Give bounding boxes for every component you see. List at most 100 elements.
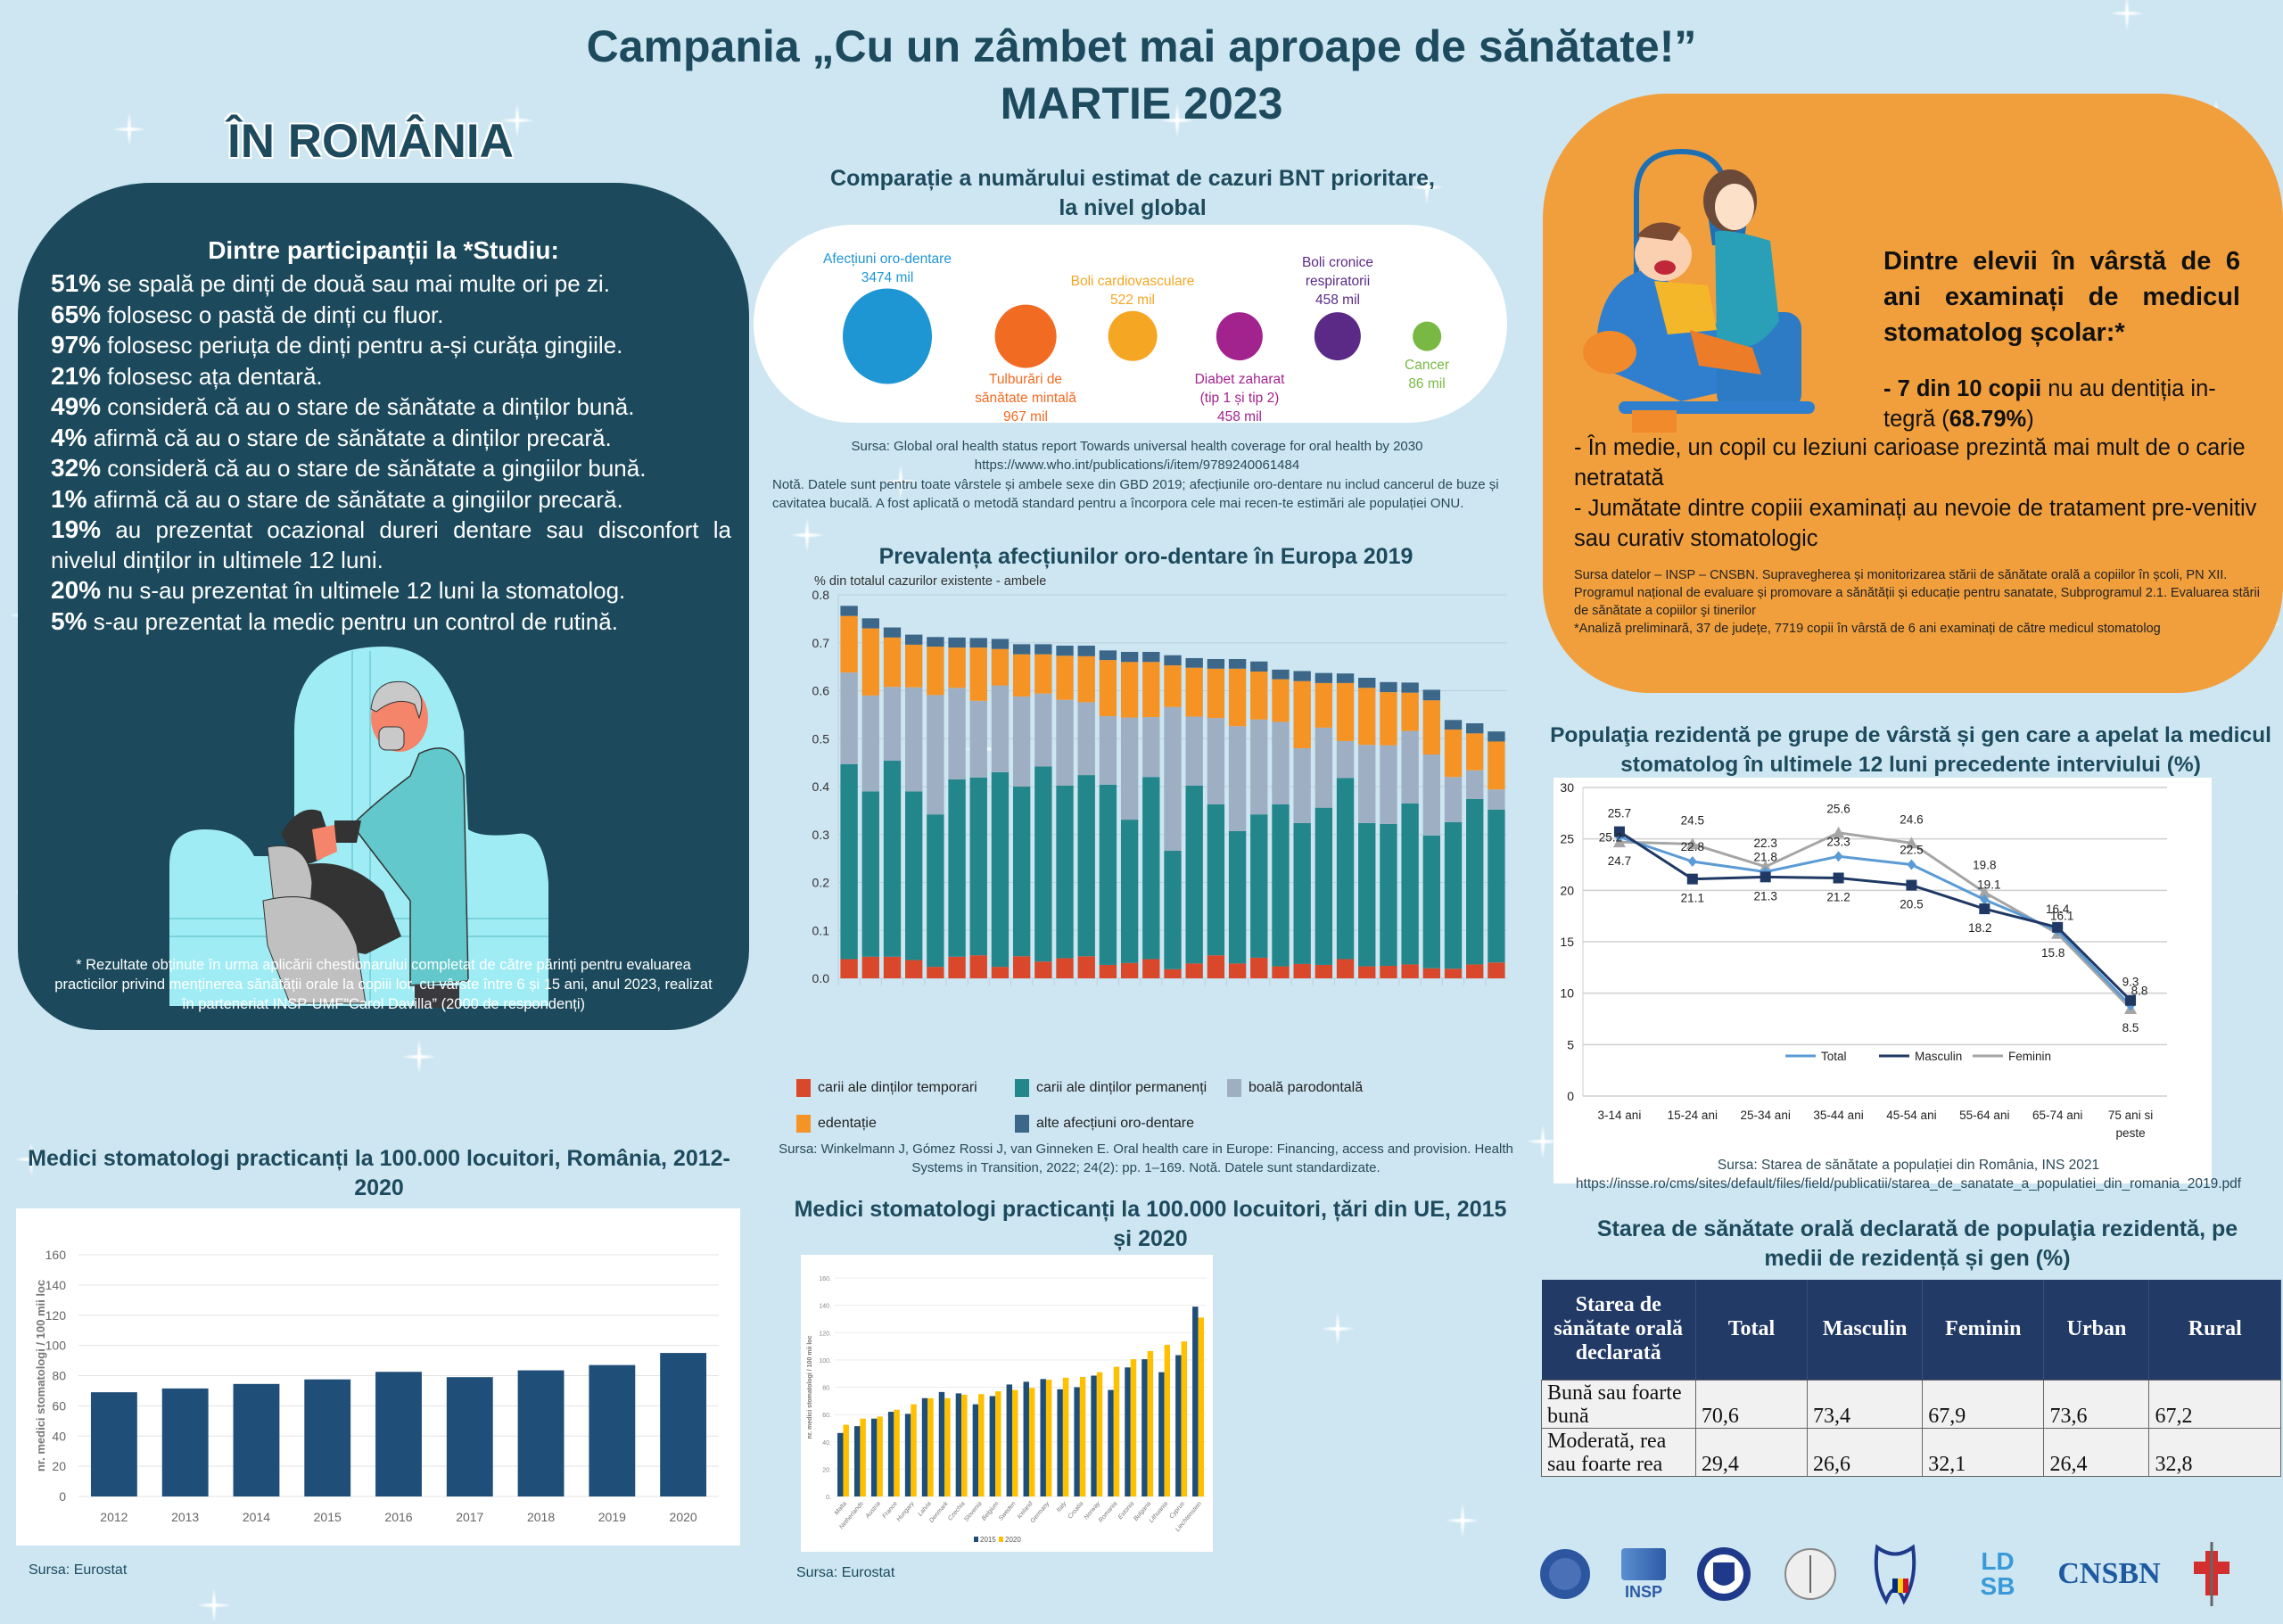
bubble-value: 86 mil [1408, 376, 1446, 392]
bar-segment [991, 685, 1010, 772]
europe-stacked-bar-chart: 0.00.10.20.30.40.50.60.70.8CroatiaSloven… [812, 588, 1507, 985]
bar-segment [1012, 956, 1031, 978]
study-stat-pct: 4% [51, 423, 87, 451]
data-point [1685, 837, 1699, 850]
legend-swatch [1227, 1079, 1241, 1097]
bar-segment [1422, 968, 1440, 978]
x-tick-label: 2018 [527, 1510, 555, 1524]
table-cell: 32,8 [2148, 1427, 2281, 1477]
y-axis-label: nr. medici stomatologi / 100 mii loc [807, 1335, 813, 1439]
legend-label: Feminin [2008, 1050, 2051, 1063]
legend-label: edentație [818, 1116, 877, 1131]
y-tick-label: 25 [1560, 832, 1574, 846]
data-point [1687, 856, 1697, 868]
bar-segment [1120, 662, 1139, 718]
data-label: 24.5 [1681, 813, 1704, 827]
x-tick-label: 2012 [100, 1510, 128, 1524]
bar [1045, 1380, 1052, 1496]
bar [955, 1393, 962, 1496]
bar-segment [1336, 673, 1355, 683]
bar-segment [1336, 778, 1355, 960]
table-cell: Moderată, rea sau foarte rea [1541, 1427, 1696, 1477]
bar-segment [969, 647, 987, 701]
bar-segment [1142, 717, 1160, 778]
study-stat-pct: 5% [51, 606, 87, 635]
bnt-source-link[interactable]: https://www.who.int/publications/i/item/… [974, 458, 1300, 473]
y-tick-label: 160 [45, 1248, 67, 1262]
legend-label: boală parodontală [1249, 1080, 1364, 1095]
bar-segment [927, 814, 944, 968]
bar-segment [1358, 822, 1376, 967]
bar-segment [840, 672, 858, 764]
series-line [1619, 830, 2132, 1002]
bar-segment [1272, 669, 1290, 680]
bar-segment [948, 688, 966, 779]
line-source-link[interactable]: https://insse.ro/cms/sites/default/files… [1575, 1176, 2242, 1191]
y-tick-label: 80 [52, 1369, 66, 1383]
bar-segment [1422, 835, 1440, 969]
bnt-note: Notă. Datele sunt pentru toate vârstele … [772, 477, 1499, 511]
data-label: 22.3 [1754, 837, 1777, 850]
line-source-text: Sursa: Starea de sănătate a populației d… [1717, 1158, 2100, 1173]
study-stat-pct: 32% [51, 454, 102, 482]
table-cell: 26,6 [1807, 1427, 1924, 1477]
legend-label: carii ale dinților permanenți [1036, 1080, 1207, 1095]
data-label: 8.5 [2122, 1021, 2139, 1035]
school-stat-bold: - 7 din 10 copii [1883, 376, 2042, 401]
legend-swatch [999, 1537, 1003, 1542]
bar-segment [1488, 809, 1505, 963]
bar-segment [1164, 655, 1182, 666]
bar-segment [927, 647, 944, 696]
x-tick-label: 2016 [384, 1510, 412, 1524]
school-source-text: Sursa datelor – INSP – CNSBN. Supraveghe… [1574, 568, 2260, 618]
bar-segment [1466, 964, 1484, 978]
bar-segment [1315, 964, 1333, 978]
bar [1057, 1389, 1063, 1496]
bar-segment [1315, 682, 1333, 728]
y-tick-label: 0.7 [812, 636, 830, 650]
legend-label: alte afecțiuni oro-dentare [1036, 1116, 1194, 1131]
x-tick-label: 2015 [314, 1510, 342, 1524]
bar-segment [861, 618, 879, 629]
bar-segment [1120, 717, 1139, 820]
bar [1198, 1317, 1204, 1496]
bar-segment [861, 628, 879, 696]
bubble-value: 3474 mil [861, 270, 914, 285]
data-point [1832, 826, 1845, 838]
study-stat-pct: 21% [51, 361, 102, 390]
bar [233, 1383, 280, 1496]
y-tick-label: 60. [822, 1413, 831, 1419]
study-stat-text: afirmă că au o stare de sănătate a dinți… [87, 424, 612, 451]
study-stat-pct: 51% [51, 269, 102, 297]
bar-segment [1422, 689, 1440, 701]
x-tick-label: Slovenia [963, 1501, 984, 1523]
campaign-date: MARTIE 2023 [1000, 78, 1283, 128]
x-tick-label: 3-14 ani [1598, 1109, 1642, 1122]
bar [1091, 1375, 1097, 1496]
data-point [1979, 903, 1990, 915]
bar-segment [1012, 654, 1031, 697]
bar [944, 1397, 951, 1496]
table-header-cell: Rural [2148, 1280, 2281, 1380]
campaign-title: Campania „Cu un zâmbet mai aproape de să… [586, 21, 1697, 71]
bar-segment [1228, 668, 1247, 727]
bar-segment [1099, 784, 1117, 965]
bar-segment [1380, 681, 1397, 693]
bar-segment [1358, 966, 1376, 978]
study-stats-list: 51% se spală pe dinți de două sau mai mu… [51, 268, 731, 637]
table-cell: 29,4 [1694, 1427, 1809, 1477]
bar-segment [991, 967, 1010, 978]
study-stat-pct: 97% [51, 331, 102, 359]
bar-segment [1466, 798, 1484, 965]
bar [1130, 1359, 1137, 1496]
bar-segment [905, 960, 923, 978]
bar-segment [927, 637, 944, 647]
romania-source: Sursa: Eurostat [29, 1562, 128, 1578]
bar-segment [991, 648, 1010, 686]
bar-segment [1099, 660, 1117, 716]
bar-segment [883, 687, 902, 761]
bar-segment [1228, 726, 1247, 831]
bar-segment [840, 606, 858, 616]
region-heading: ÎN ROMÂNIA [227, 115, 514, 168]
bar [961, 1394, 968, 1496]
